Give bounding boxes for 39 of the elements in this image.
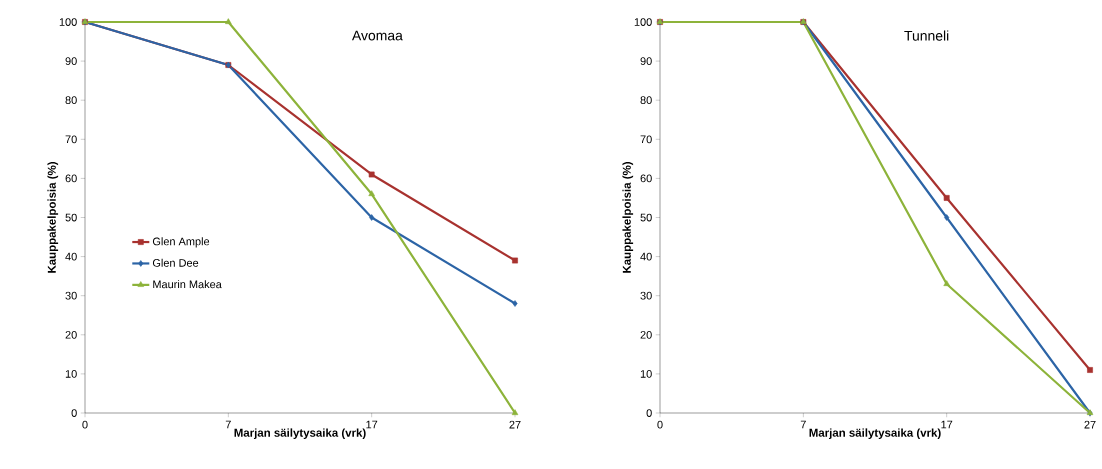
chart-title: Tunneli bbox=[904, 30, 949, 41]
x-tick-label: 27 bbox=[1084, 420, 1096, 429]
y-tick-label: 80 bbox=[640, 96, 652, 105]
y-tick-label: 30 bbox=[65, 291, 77, 300]
y-tick-label: 80 bbox=[65, 96, 77, 105]
x-tick-label: 7 bbox=[225, 420, 231, 429]
y-tick-label: 10 bbox=[640, 370, 652, 378]
y-tick-label: 60 bbox=[65, 174, 77, 183]
y-tick-label: 30 bbox=[640, 291, 652, 300]
x-tick-label: 0 bbox=[82, 420, 88, 429]
x-tick-label: 0 bbox=[657, 420, 663, 429]
legend-label: Glen Dee bbox=[152, 258, 199, 267]
chart-title: Avomaa bbox=[351, 30, 403, 41]
y-tick-label: 0 bbox=[71, 409, 77, 417]
y-tick-label: 90 bbox=[65, 57, 77, 65]
y-tick-label: 10 bbox=[65, 370, 77, 378]
y-tick-label: 100 bbox=[59, 18, 77, 26]
x-tick-label: 17 bbox=[366, 420, 378, 429]
x-axis-title: Marjan säilytysaika (vrk) bbox=[234, 428, 366, 440]
y-tick-label: 20 bbox=[65, 330, 77, 339]
y-tick-label: 20 bbox=[640, 330, 652, 339]
y-tick-label: 90 bbox=[640, 57, 652, 65]
legend-label: Glen Ample bbox=[152, 237, 210, 248]
x-axis-title: Marjan säilytysaika (vrk) bbox=[809, 428, 941, 440]
legend-label: Maurin Makea bbox=[153, 280, 222, 289]
y-tick-label: 60 bbox=[640, 174, 652, 183]
y-tick-label: 70 bbox=[640, 135, 652, 144]
y-tick-label: 100 bbox=[634, 18, 652, 26]
y-tick-label: 0 bbox=[646, 409, 652, 417]
x-tick-label: 7 bbox=[800, 420, 806, 429]
x-tick-label: 17 bbox=[941, 420, 953, 429]
y-axis-title: Kauppakelpoisia (%) bbox=[622, 162, 634, 273]
y-tick-label: 50 bbox=[65, 213, 77, 222]
y-tick-label: 40 bbox=[640, 252, 652, 261]
y-tick-label: 70 bbox=[65, 135, 77, 144]
y-axis-title: Kauppakelpoisia (%) bbox=[47, 162, 59, 273]
x-tick-label: 27 bbox=[509, 420, 521, 429]
y-tick-label: 40 bbox=[65, 252, 77, 261]
y-tick-label: 50 bbox=[640, 213, 652, 222]
